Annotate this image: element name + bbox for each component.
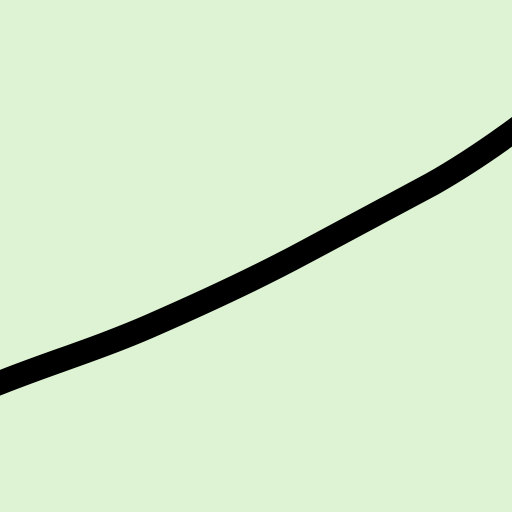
curved-stroke — [0, 116, 512, 396]
